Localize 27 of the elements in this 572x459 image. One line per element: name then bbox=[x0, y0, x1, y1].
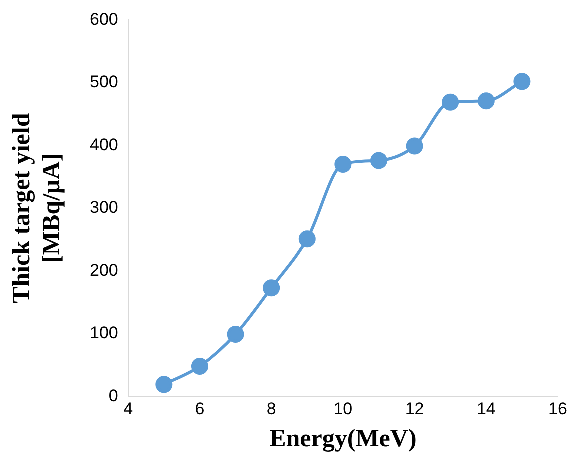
point bbox=[370, 152, 388, 170]
x-tick-label: 16 bbox=[548, 399, 568, 418]
point bbox=[514, 73, 531, 90]
y-axis-title: Thick target yield [MBq/μA] bbox=[8, 113, 66, 304]
x-tick-label: 12 bbox=[405, 399, 424, 418]
x-tick-label: 4 bbox=[124, 399, 134, 418]
x-tick-label: 8 bbox=[266, 399, 276, 418]
y-tick-label: 600 bbox=[90, 10, 118, 29]
point bbox=[191, 358, 208, 375]
point bbox=[263, 280, 280, 297]
x-axis-title: Energy(MeV) bbox=[270, 425, 417, 452]
x-tick-label: 14 bbox=[476, 399, 496, 418]
point bbox=[334, 156, 352, 173]
y-tick-label: 0 bbox=[108, 386, 118, 406]
y-tick-label: 100 bbox=[90, 324, 118, 343]
point bbox=[298, 230, 316, 248]
x-tick-label: 10 bbox=[334, 399, 353, 418]
x-tick-label: 6 bbox=[195, 399, 205, 418]
point bbox=[227, 326, 244, 343]
point bbox=[442, 94, 460, 111]
y-tick-label: 200 bbox=[90, 260, 118, 280]
point bbox=[406, 138, 424, 155]
y-tick-label: 400 bbox=[90, 135, 118, 154]
point bbox=[478, 92, 495, 110]
point bbox=[156, 376, 173, 394]
y-tick-label: 500 bbox=[90, 72, 118, 92]
y-tick-label: 300 bbox=[90, 198, 118, 218]
